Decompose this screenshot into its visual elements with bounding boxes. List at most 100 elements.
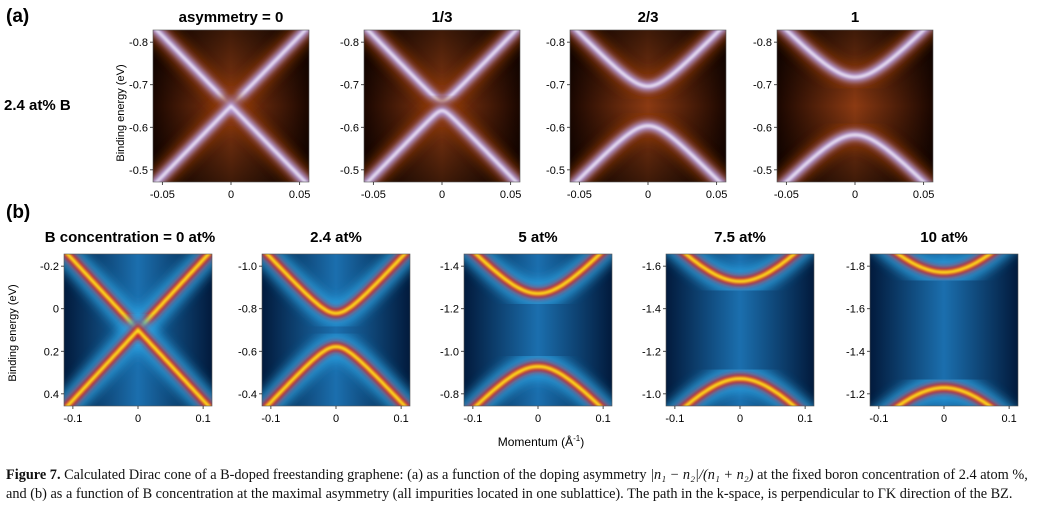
band-upper (777, 30, 933, 89)
band-lower (570, 114, 726, 182)
panel-b-xtick-label: 0 (135, 413, 141, 425)
panel-a-ytick-label: -0.7 (546, 80, 565, 92)
panel-b-title-5: 10 at% (920, 229, 968, 246)
panel-a-row-label: 2.4 at% B (4, 97, 71, 114)
panel-b-xtick-label: 0.1 (595, 413, 610, 425)
panel-a-xtick-label: 0 (228, 189, 234, 201)
panel-b-ytick-label: -1.8 (846, 261, 865, 273)
panel-b-plot-4 (665, 253, 815, 407)
panel-a-xtick-label: 0.05 (500, 189, 521, 201)
band-upper (570, 30, 726, 98)
panel-b-ytick-label: -1.0 (440, 346, 459, 358)
band-upper (464, 254, 612, 306)
panel-b-ytick-label: -1.6 (846, 304, 865, 316)
panel-b-title-3: 5 at% (518, 229, 557, 246)
panel-b-xtick-label: 0.1 (797, 413, 812, 425)
band-lower (153, 90, 309, 182)
panel-b-ytick-label: -1.2 (846, 389, 865, 401)
panel-a-plot-3 (569, 29, 727, 183)
panel-b-xtick-label: 0 (737, 413, 743, 425)
panel-b-title-4: 7.5 at% (714, 229, 766, 246)
panel-a-title-2: 1/3 (432, 9, 453, 26)
panel-b-ytick-label: 0.2 (44, 346, 59, 358)
panel-a-xtick-label: 0.05 (706, 189, 727, 201)
panel-b-ylabel: Binding energy (eV) (7, 284, 19, 381)
band-upper (667, 254, 813, 294)
panel-b-xtick-label: -0.1 (463, 413, 482, 425)
panel-a-plot-2 (363, 29, 521, 183)
panel-a-ytick-label: -0.7 (753, 80, 772, 92)
caption-text-1: Calculated Dirac cone of a B-doped frees… (60, 467, 651, 483)
band-lower (64, 312, 212, 406)
panel-a-ytick-label: -0.5 (129, 165, 148, 177)
panel-b-xtick-label: -0.1 (869, 413, 888, 425)
panel-a-xtick-label: -0.05 (774, 189, 799, 201)
band-lower (878, 375, 1010, 406)
panel-b-ytick-label: -1.4 (642, 304, 661, 316)
panel-b-xtick-label: 0 (941, 413, 947, 425)
panel-b-plot-5 (869, 253, 1019, 407)
band-lower (777, 123, 933, 182)
band-upper (878, 254, 1010, 285)
panel-b-xtick-label: 0 (535, 413, 541, 425)
panel-a-ytick-label: -0.6 (753, 122, 772, 134)
panel-b-ytick-label: -0.2 (40, 261, 59, 273)
caption-formula: |n₁ − n₂|/(n₁ + n₂) (650, 467, 754, 483)
panel-b-ytick-label: -0.4 (238, 389, 257, 401)
panel-b-ytick-label: -1.6 (642, 261, 661, 273)
band-lower (667, 366, 813, 406)
panel-a-xtick-label: -0.05 (150, 189, 175, 201)
caption-text-2: at the fixed boron concentration of 2.4 … (6, 467, 1028, 502)
panel-a-ytick-label: -0.5 (340, 165, 359, 177)
band-upper (262, 254, 410, 326)
panel-a-xtick-label: 0 (852, 189, 858, 201)
panel-a-xtick-label: 0.05 (913, 189, 934, 201)
panel-b-ytick-label: -0.8 (440, 389, 459, 401)
panel-b-plot-3 (463, 253, 613, 407)
panel-b-ytick-label: 0 (53, 304, 59, 316)
panel-a-ytick-label: -0.6 (340, 122, 359, 134)
panel-a-ytick-label: -0.8 (753, 37, 772, 49)
panel-a-ytick-label: -0.7 (129, 80, 148, 92)
panel-a-ytick-label: -0.8 (129, 37, 148, 49)
panel-b-ytick-label: -1.0 (642, 389, 661, 401)
panel-b-xtick-label: -0.1 (63, 413, 82, 425)
panel-b-ytick-label: -1.4 (440, 261, 459, 273)
panel-b-xtick-label: 0.1 (195, 413, 210, 425)
panel-a-xtick-label: 0 (645, 189, 651, 201)
panel-a-ytick-label: -0.6 (129, 122, 148, 134)
panel-a-title-3: 2/3 (638, 9, 659, 26)
panel-b-xtick-label: 0.1 (1001, 413, 1016, 425)
panel-a-plot-4 (776, 29, 934, 183)
figure-7: (a) 2.4 at% B (b) -0.8-0.7-0.6-0.5-0.05 0… (4, 6, 1019, 449)
panel-b-title-2: 2.4 at% (310, 229, 362, 246)
panel-b-ytick-label: -1.2 (440, 304, 459, 316)
panel-b-xtick-label: 0.1 (393, 413, 408, 425)
panel-b-ytick-label: -0.6 (238, 346, 257, 358)
panel-b-xtick-label: -0.1 (261, 413, 280, 425)
panel-b-xlabel: Momentum (Å-1) (498, 434, 584, 449)
panel-b-ytick-label: 0.4 (44, 389, 59, 401)
panel-a-xtick-label: 0 (439, 189, 445, 201)
panel-b-ytick-label: -0.8 (238, 304, 257, 316)
panel-b-label: (b) (6, 202, 30, 223)
panel-b-xtick-label: 0 (333, 413, 339, 425)
panel-a-ylabel: Binding energy (eV) (115, 64, 127, 161)
panel-b-plot-2 (261, 253, 411, 407)
panel-a-xtick-label: -0.05 (361, 189, 386, 201)
panel-a-label: (a) (6, 6, 29, 27)
panel-b-ytick-label: -1.2 (642, 346, 661, 358)
panel-b-title-1: B concentration = 0 at% (45, 229, 215, 246)
band-lower (262, 334, 410, 406)
band-lower (364, 99, 520, 182)
panel-a-title-4: 1 (851, 9, 859, 26)
band-lower (464, 354, 612, 406)
figure-caption: Figure 7. Calculated Dirac cone of a B-d… (6, 466, 1036, 503)
panel-a-ytick-label: -0.6 (546, 122, 565, 134)
panel-a-xtick-label: -0.05 (567, 189, 592, 201)
panel-a-ytick-label: -0.5 (546, 165, 565, 177)
panel-a-ytick-label: -0.8 (546, 37, 565, 49)
panel-b-plot-1 (63, 253, 213, 407)
panel-a-plot-1 (152, 29, 310, 183)
panel-b-ytick-label: -1.0 (238, 261, 257, 273)
